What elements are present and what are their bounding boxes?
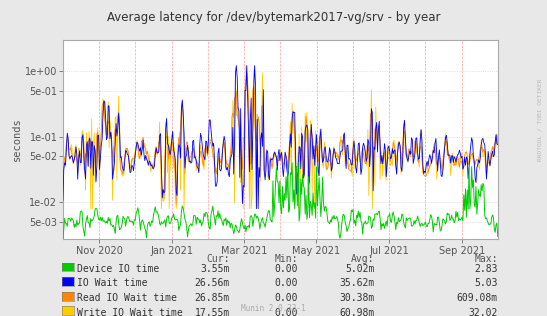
Text: 0.00: 0.00 xyxy=(275,264,298,274)
Text: 5.02m: 5.02m xyxy=(345,264,375,274)
Text: 60.98m: 60.98m xyxy=(340,307,375,316)
Text: IO Wait time: IO Wait time xyxy=(77,278,147,289)
Text: 0.00: 0.00 xyxy=(275,278,298,289)
Text: Cur:: Cur: xyxy=(206,254,230,264)
Text: 2.83: 2.83 xyxy=(474,264,498,274)
Text: 3.55m: 3.55m xyxy=(200,264,230,274)
Text: Write IO Wait time: Write IO Wait time xyxy=(77,307,182,316)
Text: 609.08m: 609.08m xyxy=(457,293,498,303)
Text: Read IO Wait time: Read IO Wait time xyxy=(77,293,177,303)
Text: Max:: Max: xyxy=(474,254,498,264)
Text: Avg:: Avg: xyxy=(351,254,375,264)
Text: Min:: Min: xyxy=(275,254,298,264)
Text: RRDTOOL / TOBI OETIKER: RRDTOOL / TOBI OETIKER xyxy=(538,79,543,161)
Text: 0.00: 0.00 xyxy=(275,293,298,303)
Text: Device IO time: Device IO time xyxy=(77,264,159,274)
Text: 5.03: 5.03 xyxy=(474,278,498,289)
Text: 26.85m: 26.85m xyxy=(195,293,230,303)
Text: 30.38m: 30.38m xyxy=(340,293,375,303)
Text: 17.55m: 17.55m xyxy=(195,307,230,316)
Text: Munin 2.0.33-1: Munin 2.0.33-1 xyxy=(241,305,306,313)
Text: Average latency for /dev/bytemark2017-vg/srv - by year: Average latency for /dev/bytemark2017-vg… xyxy=(107,11,440,24)
Text: 32.02: 32.02 xyxy=(468,307,498,316)
Y-axis label: seconds: seconds xyxy=(12,117,22,161)
Text: 0.00: 0.00 xyxy=(275,307,298,316)
Text: 26.56m: 26.56m xyxy=(195,278,230,289)
Text: 35.62m: 35.62m xyxy=(340,278,375,289)
